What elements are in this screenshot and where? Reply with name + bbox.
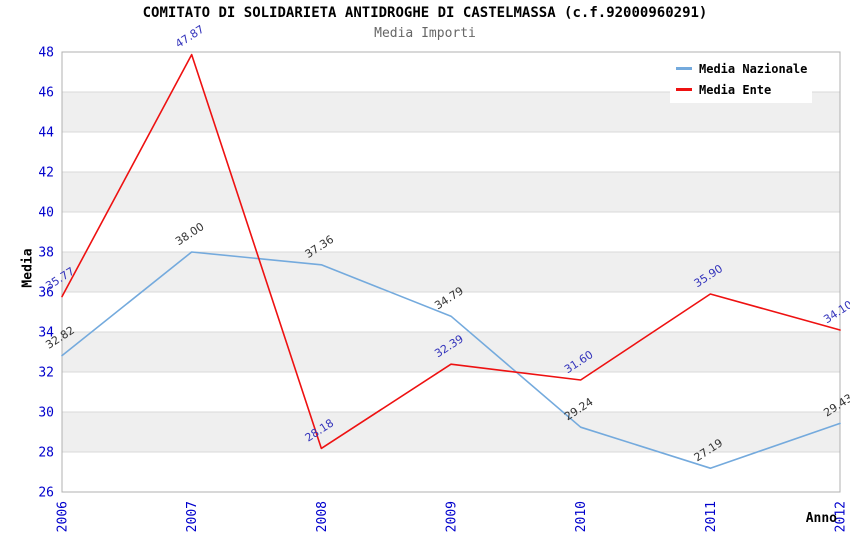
legend-label-media-nazionale: Media Nazionale bbox=[699, 61, 808, 76]
svg-text:26: 26 bbox=[38, 486, 54, 501]
svg-text:2011: 2011 bbox=[704, 501, 719, 532]
legend-swatch-media-nazionale-icon bbox=[676, 67, 692, 70]
plot-bands bbox=[62, 92, 840, 452]
svg-text:2008: 2008 bbox=[315, 501, 330, 532]
svg-text:2007: 2007 bbox=[185, 501, 200, 532]
svg-text:34: 34 bbox=[38, 326, 54, 341]
legend-item-media-nazionale: Media Nazionale bbox=[676, 58, 812, 79]
svg-text:42: 42 bbox=[38, 166, 54, 181]
legend-swatch-media-ente-icon bbox=[676, 88, 692, 91]
chart-legend: Media Nazionale Media Ente bbox=[670, 55, 812, 103]
legend-item-media-ente: Media Ente bbox=[676, 79, 812, 100]
svg-text:2009: 2009 bbox=[445, 501, 460, 532]
x-axis-title: Anno bbox=[805, 511, 837, 526]
series-line-0 bbox=[61, 251, 841, 470]
y-tick-labels: 26 28 30 32 34 36 38 40 42 44 46 48 bbox=[38, 46, 54, 501]
svg-text:30: 30 bbox=[38, 406, 54, 421]
svg-text:36: 36 bbox=[38, 286, 54, 301]
svg-text:2012: 2012 bbox=[834, 501, 849, 532]
x-tick-labels: 2006 2007 2008 2009 2010 2011 2012 bbox=[56, 501, 849, 532]
chart-title: COMITATO DI SOLIDARIETA ANTIDROGHE DI CA… bbox=[142, 5, 708, 21]
svg-text:34.10: 34.10 bbox=[821, 298, 850, 326]
svg-text:28: 28 bbox=[38, 446, 54, 461]
series-line-1 bbox=[61, 53, 841, 450]
chart-subtitle: Media Importi bbox=[374, 26, 476, 41]
svg-text:38: 38 bbox=[38, 246, 54, 261]
svg-text:38.00: 38.00 bbox=[173, 220, 206, 248]
svg-text:32: 32 bbox=[38, 366, 54, 381]
legend-label-media-ente: Media Ente bbox=[699, 82, 772, 97]
svg-text:44: 44 bbox=[38, 126, 54, 141]
svg-text:2006: 2006 bbox=[56, 501, 71, 532]
svg-text:40: 40 bbox=[38, 206, 54, 221]
svg-text:2010: 2010 bbox=[574, 501, 589, 532]
svg-text:48: 48 bbox=[38, 46, 54, 61]
svg-text:46: 46 bbox=[38, 86, 54, 101]
plot-border bbox=[61, 51, 841, 493]
y-axis-title: Media bbox=[20, 248, 36, 288]
